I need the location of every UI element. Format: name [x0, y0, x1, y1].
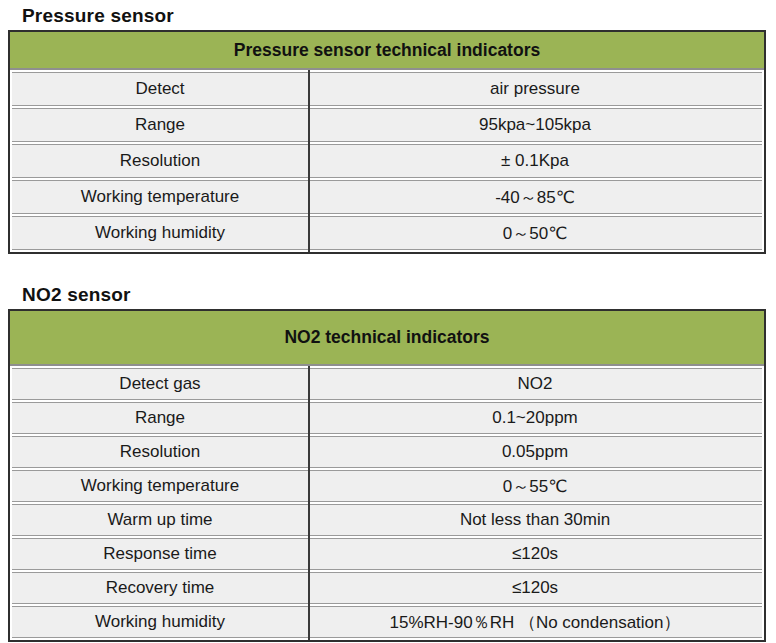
row-value: 0.1~20ppm — [308, 408, 762, 428]
table-row: Detect air pressure — [12, 72, 762, 106]
row-label: Resolution — [12, 151, 308, 171]
row-label: Warm up time — [12, 510, 308, 530]
no2-table-rows: Detect gas NO2 Range 0.1~20ppm Resolutio… — [10, 368, 764, 638]
row-value: -40～85℃ — [308, 186, 762, 209]
row-value: ± 0.1Kpa — [308, 151, 762, 171]
column-divider — [308, 70, 310, 252]
table-row: Recovery time ≤120s — [12, 572, 762, 604]
table-row: Working temperature 0～55℃ — [12, 470, 762, 502]
table-row: Response time ≤120s — [12, 538, 762, 570]
table-row: Detect gas NO2 — [12, 368, 762, 400]
row-value: ≤120s — [308, 578, 762, 598]
column-divider — [308, 366, 310, 640]
no2-table-header: NO2 technical indicators — [10, 311, 764, 366]
pressure-table-rows: Detect air pressure Range 95kpa~105kpa R… — [10, 72, 764, 250]
row-label: Working temperature — [12, 187, 308, 207]
row-label: Working temperature — [12, 476, 308, 496]
row-value: ≤120s — [308, 544, 762, 564]
row-label: Range — [12, 115, 308, 135]
document-page: Pressure sensor Pressure sensor technica… — [0, 0, 776, 643]
no2-sensor-table: NO2 technical indicators Detect gas NO2 … — [8, 309, 766, 642]
table-row: Resolution 0.05ppm — [12, 436, 762, 468]
row-label: Recovery time — [12, 578, 308, 598]
table-row: Warm up time Not less than 30min — [12, 504, 762, 536]
section-title-pressure-sensor: Pressure sensor — [22, 0, 776, 27]
row-label: Range — [12, 408, 308, 428]
row-value: 0～50℃ — [308, 222, 762, 245]
row-label: Response time — [12, 544, 308, 564]
table-row: Working temperature -40～85℃ — [12, 180, 762, 214]
table-row: Working humidity 0～50℃ — [12, 216, 762, 250]
pressure-table-header: Pressure sensor technical indicators — [10, 32, 764, 70]
table-row: Range 0.1~20ppm — [12, 402, 762, 434]
table-row: Range 95kpa~105kpa — [12, 108, 762, 142]
row-value: 15%RH-90％RH （No condensation） — [308, 611, 762, 634]
row-value: 95kpa~105kpa — [308, 115, 762, 135]
row-label: Detect gas — [12, 374, 308, 394]
row-value: NO2 — [308, 374, 762, 394]
row-label: Resolution — [12, 442, 308, 462]
table-row: Working humidity 15%RH-90％RH （No condens… — [12, 606, 762, 638]
row-label: Working humidity — [12, 612, 308, 632]
row-label: Working humidity — [12, 223, 308, 243]
table-row: Resolution ± 0.1Kpa — [12, 144, 762, 178]
pressure-sensor-table: Pressure sensor technical indicators Det… — [8, 30, 766, 254]
row-value: air pressure — [308, 79, 762, 99]
section-title-no2-sensor: NO2 sensor — [22, 254, 776, 306]
row-value: 0.05ppm — [308, 442, 762, 462]
row-value: 0～55℃ — [308, 475, 762, 498]
row-value: Not less than 30min — [308, 510, 762, 530]
row-label: Detect — [12, 79, 308, 99]
